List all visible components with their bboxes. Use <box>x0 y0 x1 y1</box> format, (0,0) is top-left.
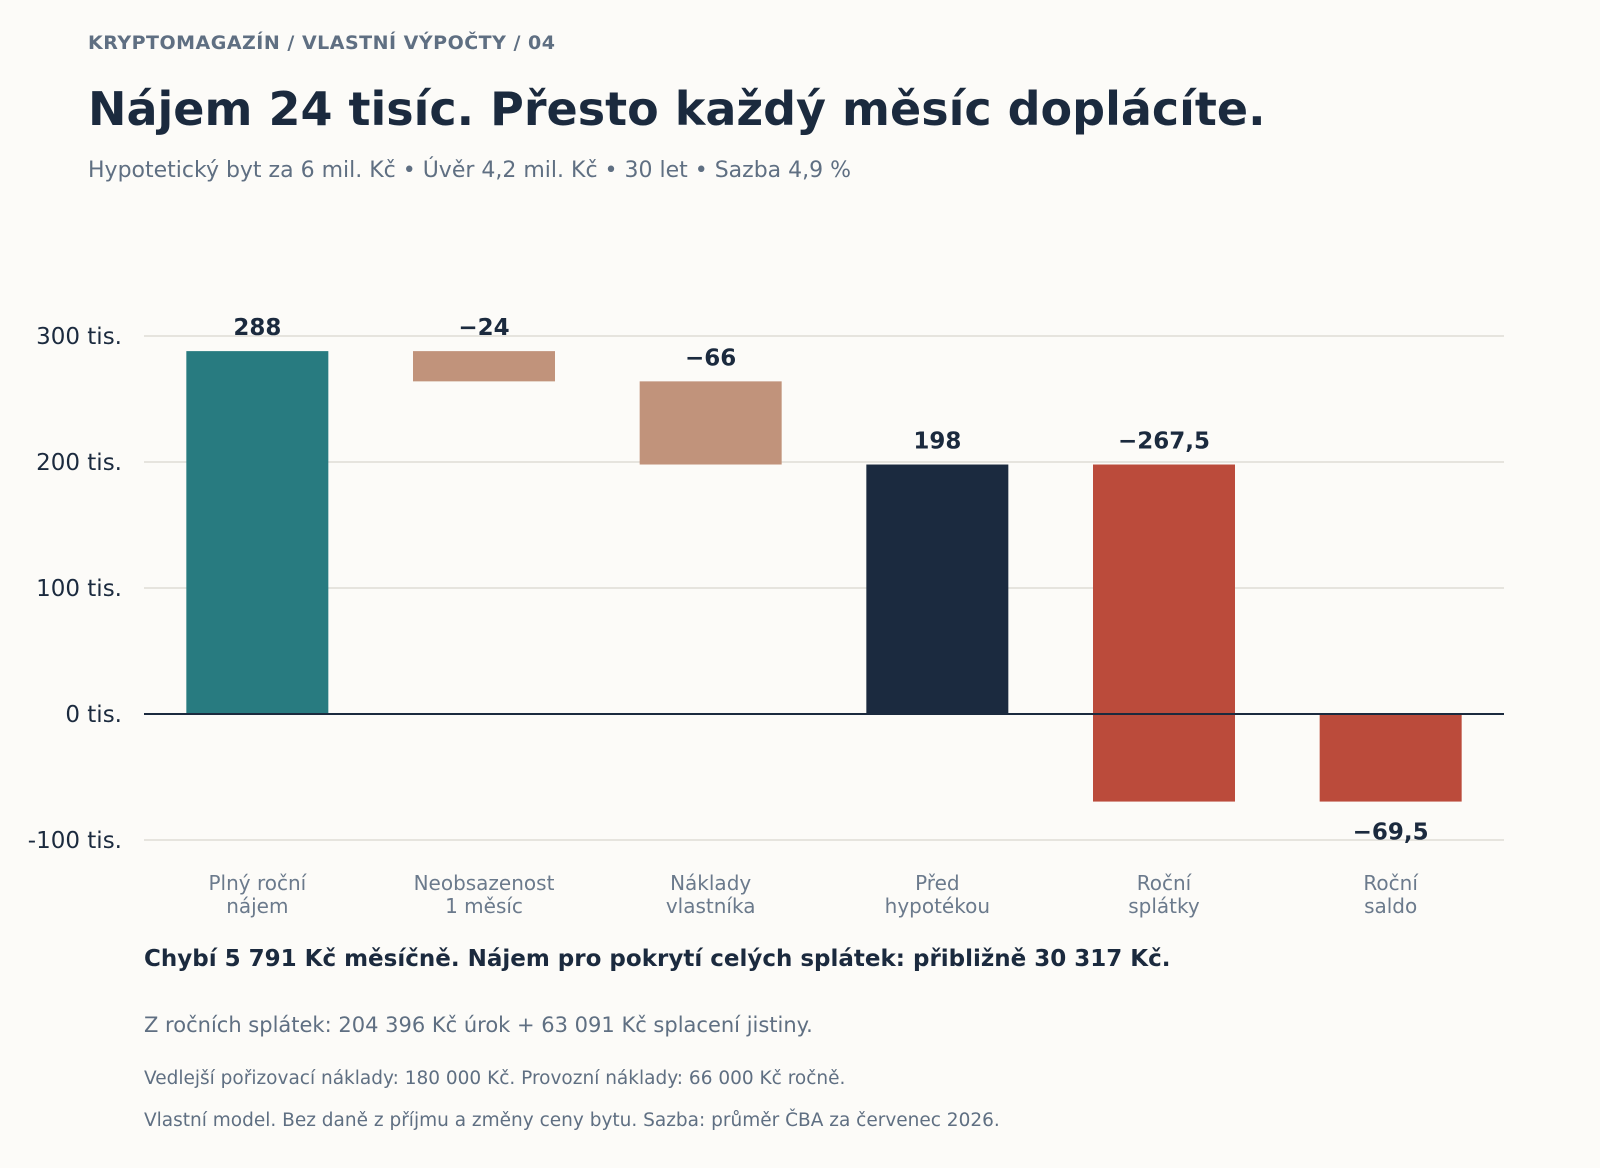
page-subtitle: Hypotetický byt za 6 mil. Kč • Úvěr 4,2 … <box>88 158 852 183</box>
y-tick-label: 200 tis. <box>36 450 122 476</box>
x-tick-label: Neobsazenost 1 měsíc <box>414 871 555 918</box>
y-tick-label: 0 tis. <box>65 702 122 728</box>
gridlines <box>144 335 1504 841</box>
x-axis-labels: Plný roční nájem Neobsazenost 1 měsíc Náklad… <box>208 871 1419 918</box>
bar <box>866 464 1009 714</box>
bar <box>413 351 555 382</box>
x-tick-label: Roční splátky <box>1128 871 1200 918</box>
bar-value-label: −69,5 <box>1353 820 1429 846</box>
waterfall-chart: 300 tis.200 tis.100 tis.0 tis.-100 tis. … <box>28 315 1504 918</box>
x-tick-label: Náklady vlastníka <box>666 871 756 918</box>
bar-value-label: 288 <box>233 315 281 341</box>
bar-value-labels: 288 −24 −66 198 −267,5 −69,5 <box>233 315 1428 845</box>
bar-value-label: −66 <box>685 345 736 371</box>
summary-note: Chybí 5 791 Kč měsíčně. Nájem pro pokryt… <box>144 946 1171 972</box>
page-title: Nájem 24 tisíc. Přesto každý měsíc doplá… <box>88 82 1266 136</box>
x-tick-label: Roční saldo <box>1363 871 1419 918</box>
y-tick-label: -100 tis. <box>28 828 122 854</box>
bar <box>1319 714 1462 802</box>
y-axis-ticks: 300 tis. 200 tis. 100 tis. 0 tis. -100 tis. <box>28 324 122 854</box>
y-tick-label: 100 tis. <box>36 576 122 602</box>
bar <box>639 381 782 465</box>
y-tick-label: 300 tis. <box>36 324 122 350</box>
note-line-3: Vlastní model. Bez daně z příjmu a změny… <box>144 1110 1000 1131</box>
breadcrumb: KRYPTOMAGAZÍN / VLASTNÍ VÝPOČTY / 04 <box>88 32 556 54</box>
bar <box>186 351 329 714</box>
x-tick-label: Před hypotékou <box>885 871 990 918</box>
bars <box>186 351 1462 802</box>
bar-value-label: −24 <box>458 315 509 341</box>
note-line-2: Vedlejší pořizovací náklady: 180 000 Kč.… <box>144 1068 846 1089</box>
bar-value-label: −267,5 <box>1118 429 1210 455</box>
x-tick-label: Plný roční nájem <box>208 871 307 918</box>
note-line-1: Z ročních splátek: 204 396 Kč úrok + 63 … <box>144 1013 813 1037</box>
bar-value-label: 198 <box>913 429 961 455</box>
bar <box>1093 464 1235 802</box>
